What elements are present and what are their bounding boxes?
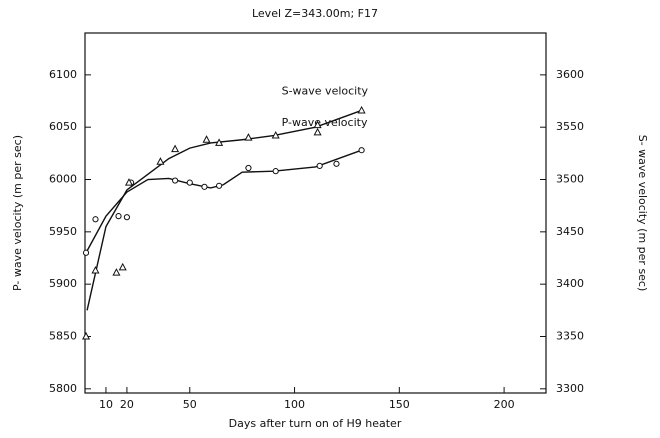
point xyxy=(201,183,208,190)
point xyxy=(171,144,180,153)
point xyxy=(123,214,131,221)
point xyxy=(313,127,322,136)
y2-tick-label: 3350 xyxy=(556,329,584,342)
point xyxy=(333,160,340,167)
y-axis-label: P- wave velocity (m per sec) xyxy=(11,135,24,291)
point xyxy=(124,178,134,186)
y2-tick-label: 3400 xyxy=(556,277,584,290)
point xyxy=(115,213,122,220)
y2-tick-label: 3300 xyxy=(556,382,584,395)
point xyxy=(357,105,366,114)
x-axis-label: Days after turn on of H9 heater xyxy=(229,417,402,430)
y2-tick-label: 3600 xyxy=(556,68,584,81)
y2-tick-label: 3500 xyxy=(556,173,584,186)
series-label: S-wave velocity xyxy=(282,84,369,97)
point xyxy=(92,216,99,223)
point xyxy=(118,262,127,271)
point xyxy=(316,162,323,170)
point xyxy=(82,331,91,340)
point xyxy=(358,147,365,154)
x-tick-label: 50 xyxy=(183,398,197,411)
y-tick-label: 6050 xyxy=(49,120,77,133)
y-tick-label: 5900 xyxy=(49,277,77,290)
x-tick-label: 150 xyxy=(389,398,410,411)
point xyxy=(272,168,279,175)
series-label: P-wave velocity xyxy=(282,116,368,129)
y2-tick-label: 3450 xyxy=(556,225,584,238)
point xyxy=(91,265,100,274)
y-tick-label: 5850 xyxy=(49,329,77,342)
point xyxy=(215,138,224,146)
point xyxy=(245,164,252,172)
y-tick-label: 5950 xyxy=(49,225,77,238)
fit-curve xyxy=(86,109,362,311)
y2-tick-label: 3550 xyxy=(556,120,584,133)
x-tick-label: 10 xyxy=(99,398,113,411)
y-tick-label: 6100 xyxy=(49,68,77,81)
y-tick-label: 5800 xyxy=(49,382,77,395)
point xyxy=(112,268,121,276)
x-tick-label: 20 xyxy=(120,398,134,411)
y-tick-label: 6000 xyxy=(49,173,77,186)
point xyxy=(172,177,179,184)
plot-frame xyxy=(84,32,547,394)
x-tick-label: 100 xyxy=(284,398,305,411)
chart-title: Level Z=343.00m; F17 xyxy=(252,7,378,20)
x-tick-label: 200 xyxy=(494,398,515,411)
point xyxy=(156,157,165,165)
point xyxy=(216,182,223,189)
y2-axis-label: S- wave velocity (m per sec) xyxy=(636,135,649,292)
point xyxy=(313,120,322,129)
point xyxy=(186,179,193,186)
point xyxy=(82,249,90,256)
point xyxy=(244,133,253,141)
point xyxy=(271,130,280,139)
point xyxy=(202,135,211,143)
